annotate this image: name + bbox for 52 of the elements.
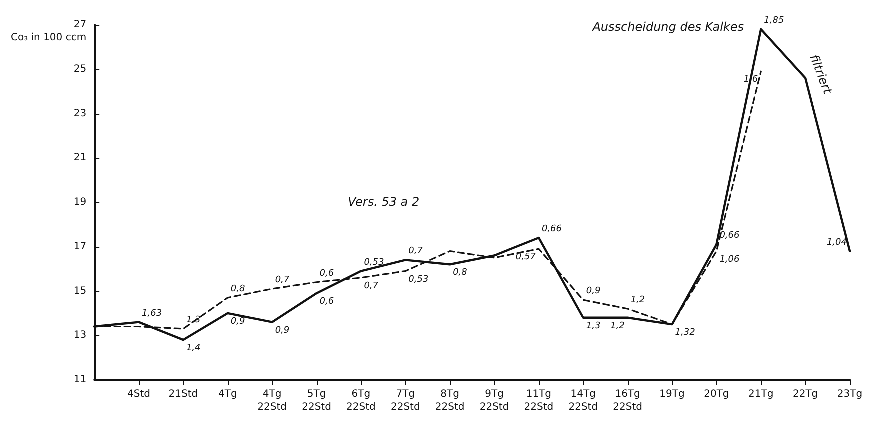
y-tick-label: 21 <box>74 152 87 164</box>
annotation: 1,63 <box>142 308 162 319</box>
annotation: 0,9 <box>586 286 601 297</box>
annotation: 0,53 <box>364 258 385 268</box>
x-tick-label: 19Tg <box>660 389 685 400</box>
annotation: 1,85 <box>764 16 784 26</box>
annotation: 0,8 <box>453 268 468 278</box>
chart-title: Ausscheidung des Kalkes <box>592 20 744 34</box>
x-tick-label: 21Std <box>168 389 198 400</box>
x-tick-label: 21Tg <box>748 389 774 400</box>
annotation: 0,9 <box>275 326 290 336</box>
annotation: 1,04 <box>826 238 848 248</box>
x-tick-label: 16Tg 22Std <box>613 389 642 413</box>
x-tick-label: 8Tg 22Std <box>435 389 465 413</box>
x-tick-label: 14Tg 22Std <box>568 389 598 413</box>
annotation: 0,53 <box>408 274 429 285</box>
y-tick-label: 15 <box>74 286 87 297</box>
annotation: 1,4 <box>186 344 202 354</box>
annotation: 0,7 <box>275 276 290 286</box>
x-tick-label: 7Tg 22Std <box>390 389 420 413</box>
annotation: 0,8 <box>230 284 246 294</box>
y-tick-label: 13 <box>74 330 87 342</box>
x-tick-label: 23Tg <box>837 389 863 400</box>
annotation: 0,7 <box>364 281 379 292</box>
y-tick-label: 25 <box>74 64 87 75</box>
x-tick-label: 4Tg 22Std <box>258 389 287 413</box>
y-tick-label: 11 <box>74 374 87 386</box>
y-tick-label: 19 <box>74 197 87 208</box>
annotation: 0,6 <box>320 268 334 279</box>
x-tick-label: 20Tg <box>704 389 730 400</box>
annotation: 0,57 <box>516 252 536 263</box>
x-tick-label: 5Tg 22Std <box>302 389 332 413</box>
annotation: 1,06 <box>720 254 740 265</box>
annotation: 0,9 <box>230 316 246 327</box>
annotation: 1,2 <box>630 296 646 306</box>
annotation: Vers. 53 a 2 <box>348 195 420 209</box>
y-tick-label: 27 <box>74 20 87 30</box>
x-tick-label: 22Tg <box>792 389 818 400</box>
annotation: 0,66 <box>542 224 562 234</box>
annotation: 1,3 <box>586 321 601 332</box>
x-tick-label: 4Std <box>128 389 151 400</box>
annotation: 1,32 <box>675 328 696 338</box>
annotation: 0,7 <box>408 246 424 257</box>
x-tick-label: 11Tg 22Std <box>524 389 554 413</box>
x-tick-label: 9Tg 22Std <box>480 389 510 413</box>
x-tick-label: 6Tg 22Std <box>346 389 376 413</box>
y-axis-title: Co₃ in 100 ccm <box>10 32 87 44</box>
y-tick-label: 17 <box>74 241 87 252</box>
annotation: 0,6 <box>320 296 334 307</box>
x-tick-label: 4Tg <box>218 389 238 400</box>
y-tick-label: 23 <box>74 108 87 120</box>
annotation: 1,2 <box>610 321 626 332</box>
